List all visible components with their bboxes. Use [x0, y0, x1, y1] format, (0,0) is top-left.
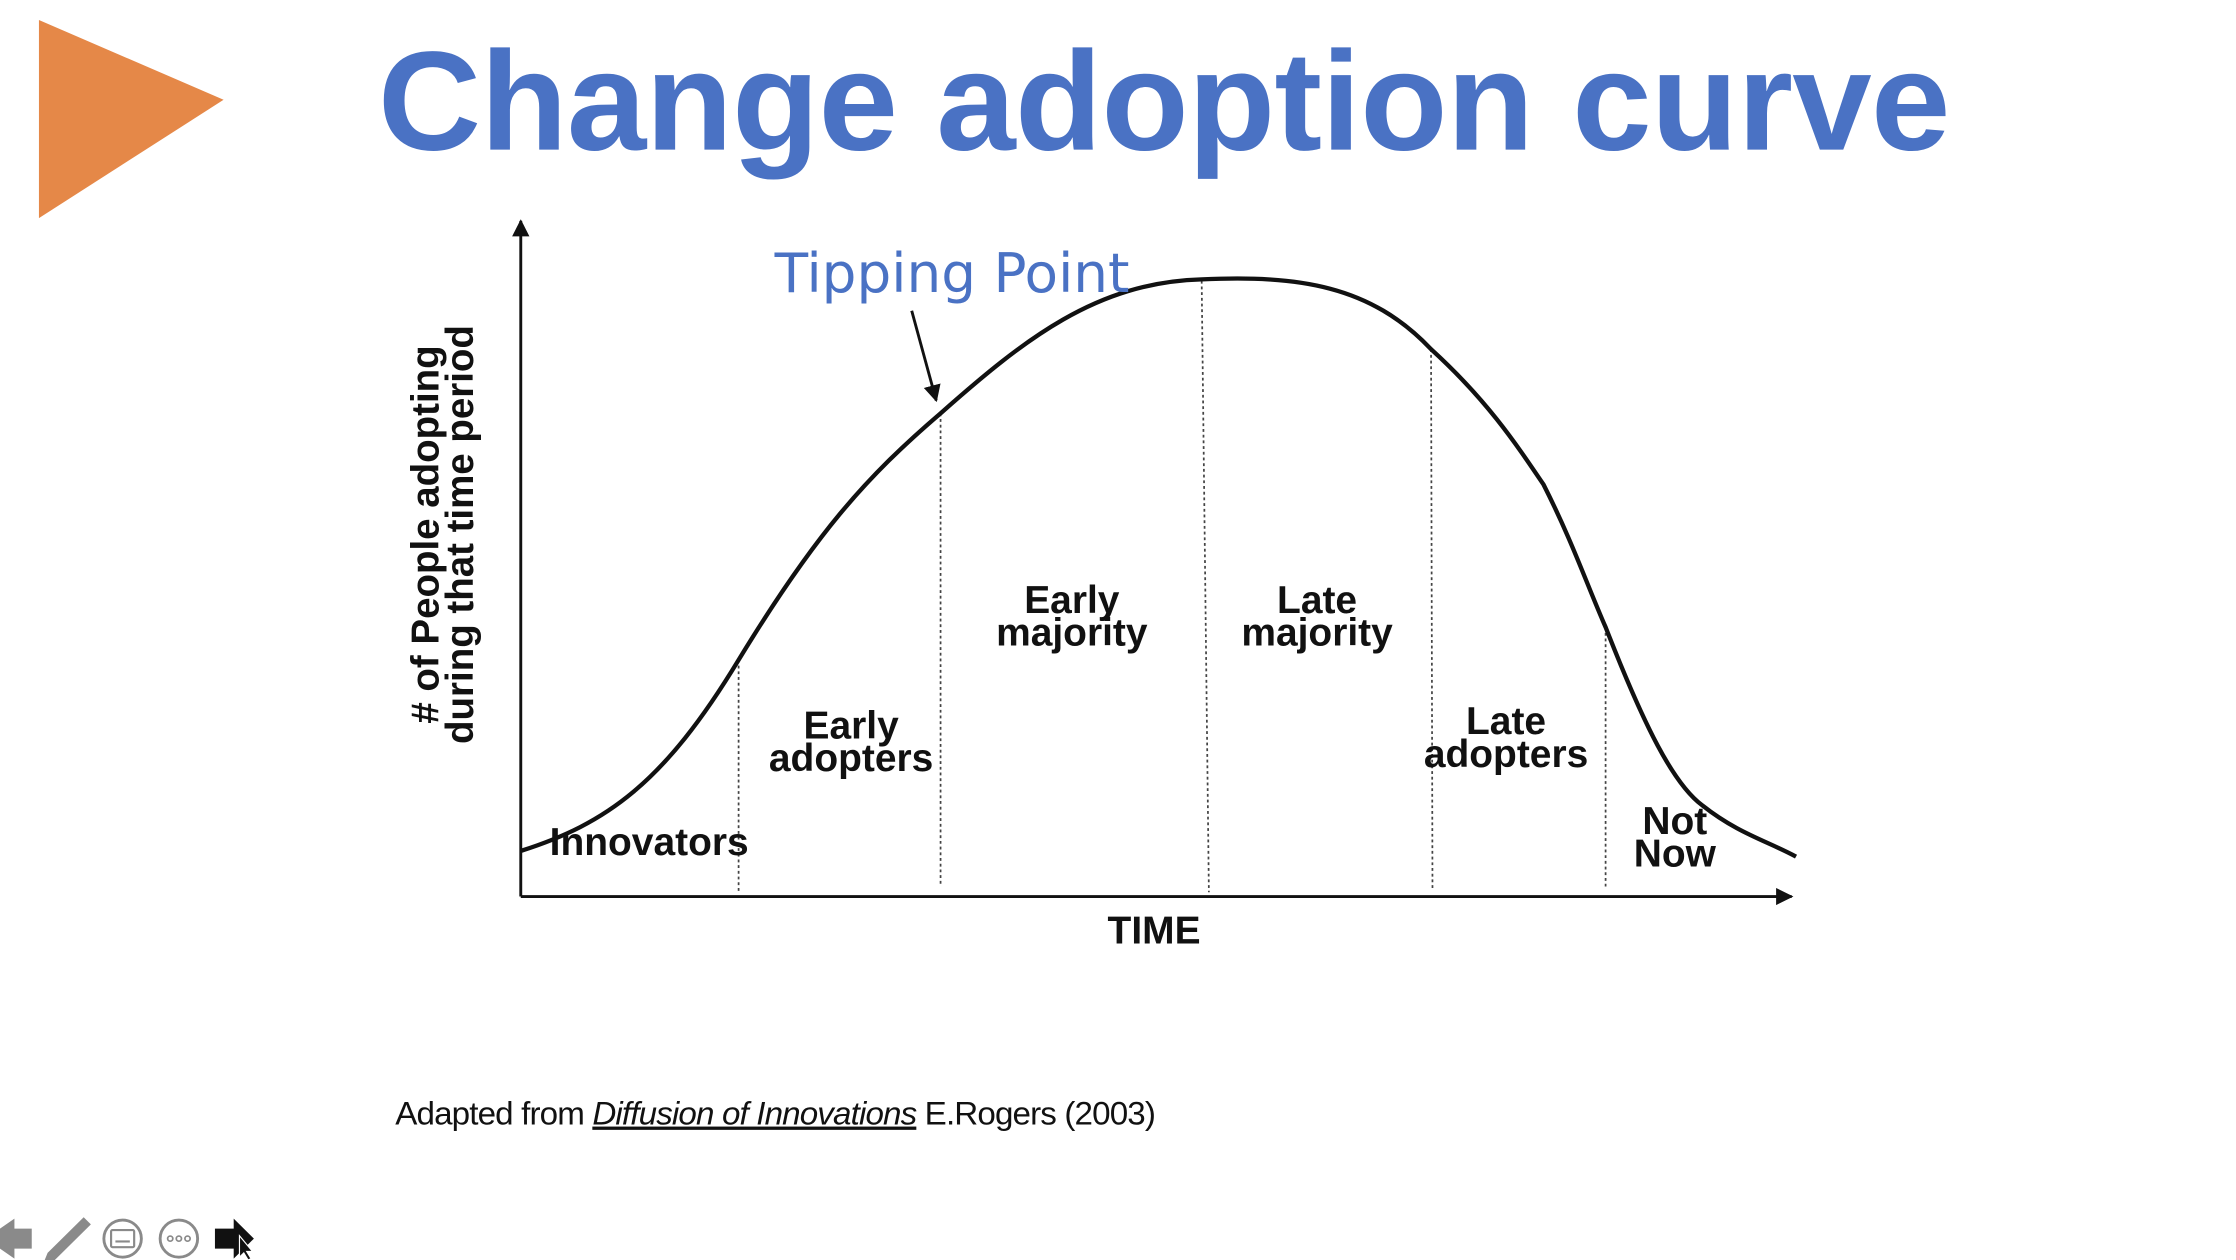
tipping-point-arrow: [910, 310, 941, 403]
segment-label-3-line-1: Early: [1024, 579, 1120, 622]
accent-triangle: [38, 19, 224, 219]
y-axis-label-line1: # of People adopting: [404, 345, 447, 723]
segment-dividers: [737, 280, 1607, 893]
back-arrow-icon[interactable]: [0, 1218, 32, 1259]
y-axis-label-line2: during that time period: [439, 325, 482, 744]
y-axis-label: # of People adopting during that time pe…: [404, 325, 482, 744]
segment-label-4-line-1: Late: [1277, 579, 1357, 622]
source-suffix: E.Rogers (2003): [916, 1095, 1155, 1132]
segment-label-6-line-1: Not: [1642, 800, 1707, 843]
tipping-point-label: Tipping Point: [774, 242, 1130, 306]
pointer-icon[interactable]: [214, 1218, 254, 1260]
x-axis-label: TIME: [1108, 910, 1201, 953]
segment-labels: InnovatorsEarlyadoptersEarlymajorityLate…: [550, 579, 1717, 875]
segment-label-4-line-2: majority: [1241, 612, 1393, 655]
presenter-controls: [0, 1217, 254, 1260]
pen-icon[interactable]: [44, 1217, 91, 1260]
segment-label-6-line-2: Now: [1634, 833, 1717, 876]
segment-divider-3: [1200, 280, 1210, 893]
source-prefix: Adapted from: [395, 1095, 592, 1132]
source-citation: Adapted from Diffusion of Innovations E.…: [395, 1095, 1155, 1132]
segment-label-1-line-1: Innovators: [550, 821, 749, 864]
subtitles-icon[interactable]: [102, 1218, 143, 1259]
segment-label-3-line-2: majority: [996, 612, 1148, 655]
segment-label-2-line-2: adopters: [769, 737, 933, 780]
segment-label-5-line-1: Late: [1466, 700, 1546, 743]
segment-label-2-line-1: Early: [803, 705, 899, 748]
source-work: Diffusion of Innovations: [592, 1095, 916, 1132]
segment-label-5-line-2: adopters: [1424, 733, 1588, 776]
slide-title: Change adoption curve: [378, 22, 1950, 180]
segment-divider-4: [1430, 349, 1434, 890]
adoption-curve: [520, 276, 1798, 859]
more-options-icon[interactable]: [158, 1218, 200, 1259]
